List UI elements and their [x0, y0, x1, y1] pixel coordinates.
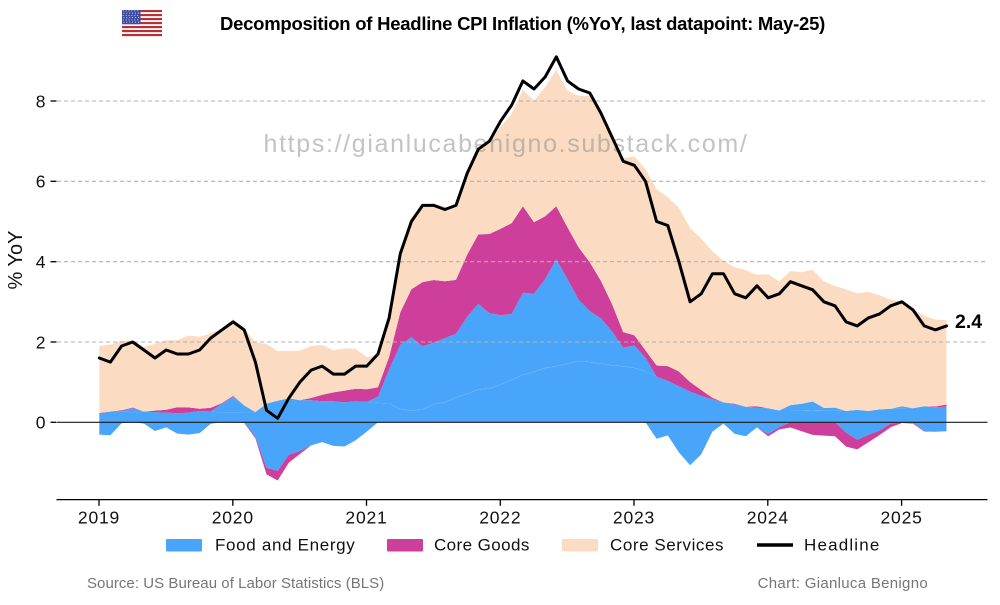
svg-text:0: 0 [36, 413, 46, 433]
svg-text:2024: 2024 [747, 508, 789, 528]
svg-text:4: 4 [36, 252, 46, 272]
svg-text:Source: US Bureau of Labor Sta: Source: US Bureau of Labor Statistics (B… [87, 575, 384, 592]
svg-text:2019: 2019 [78, 508, 120, 528]
svg-text:2021: 2021 [345, 508, 387, 528]
svg-text:Chart: Gianluca Benigno: Chart: Gianluca Benigno [758, 575, 928, 592]
svg-text:Core Services: Core Services [610, 536, 724, 555]
svg-text:% YoY: % YoY [5, 231, 27, 290]
svg-text:Headline: Headline [804, 536, 880, 555]
svg-text:2022: 2022 [479, 508, 521, 528]
svg-text:8: 8 [36, 91, 46, 111]
svg-text:2023: 2023 [613, 508, 655, 528]
svg-text:2: 2 [36, 332, 46, 352]
svg-text:https://gianlucabenigno.substa: https://gianlucabenigno.substack.com/ [264, 130, 749, 158]
svg-text:2025: 2025 [881, 508, 923, 528]
svg-text:2.4: 2.4 [955, 311, 982, 333]
svg-text:2020: 2020 [212, 508, 254, 528]
svg-text:6: 6 [36, 172, 46, 192]
svg-text:Decomposition of Headline CPI: Decomposition of Headline CPI Inflation … [220, 13, 825, 34]
svg-text:Core Goods: Core Goods [434, 536, 530, 555]
svg-text:Food and Energy: Food and Energy [215, 536, 355, 555]
